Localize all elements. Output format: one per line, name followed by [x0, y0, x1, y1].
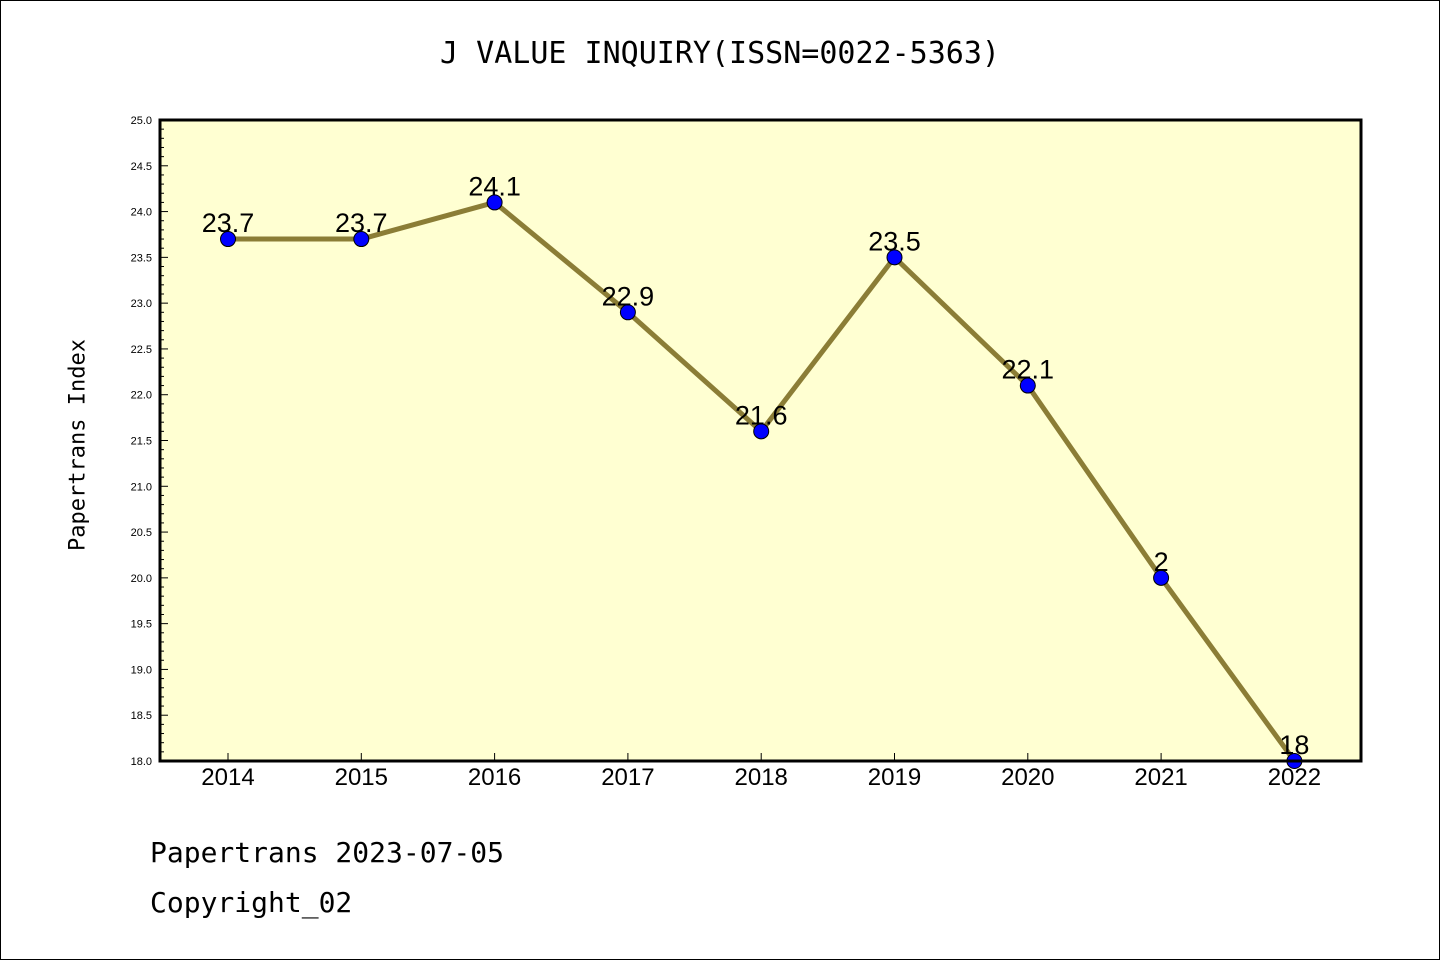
data-point: [886, 249, 903, 266]
x-tick-label: 2019: [868, 764, 921, 791]
plot-border: [158, 118, 1363, 763]
data-point: [753, 423, 770, 440]
data-label: 23.7: [335, 208, 388, 238]
data-point: [353, 231, 370, 248]
y-tick-label: 22.0: [131, 390, 152, 402]
y-tick-label: 21.0: [131, 481, 152, 493]
data-label: 18: [1279, 730, 1309, 760]
y-tick-label: 20.0: [131, 573, 152, 585]
plot-area: [160, 120, 1361, 761]
y-tick-label: 25.0: [131, 115, 152, 127]
x-tick-label: 2015: [335, 764, 388, 791]
data-label: 24.1: [468, 171, 521, 201]
y-tick-label: 18.0: [131, 756, 152, 768]
x-tick-label: 2017: [601, 764, 654, 791]
x-tick-label: 2014: [201, 764, 254, 791]
data-label: 22.1: [1002, 355, 1055, 385]
chart-title: J VALUE INQUIRY(ISSN=0022-5363): [440, 36, 1000, 71]
data-point: [486, 194, 503, 211]
data-label: 22.9: [602, 281, 655, 311]
data-point: [619, 304, 636, 321]
y-tick-label: 23.5: [131, 252, 152, 264]
y-tick-label: 22.5: [131, 344, 152, 356]
y-tick-label: 21.5: [131, 436, 152, 448]
x-tick-label: 2016: [468, 764, 521, 791]
y-tick-label: 23.0: [131, 298, 152, 310]
data-point: [1153, 569, 1170, 586]
footer-copyright: Copyright_02: [150, 886, 353, 919]
data-label: 2: [1154, 547, 1169, 577]
y-tick-label: 19.5: [131, 619, 152, 631]
y-tick-label: 19.0: [131, 664, 152, 676]
x-tick-label: 2021: [1134, 764, 1187, 791]
y-tick-label: 20.5: [131, 527, 152, 539]
x-tick-label: 2018: [735, 764, 788, 791]
x-tick-label: 2020: [1001, 764, 1054, 791]
y-tick-label: 24.0: [131, 207, 152, 219]
y-tick-label: 24.5: [131, 161, 152, 173]
data-label: 21.6: [735, 400, 788, 430]
data-point: [1019, 377, 1036, 394]
data-label: 23.7: [202, 208, 255, 238]
data-label: 23.5: [868, 226, 921, 256]
footer-date: Papertrans 2023-07-05: [150, 836, 505, 869]
data-point: [220, 231, 236, 248]
y-tick-label: 18.5: [131, 710, 152, 722]
